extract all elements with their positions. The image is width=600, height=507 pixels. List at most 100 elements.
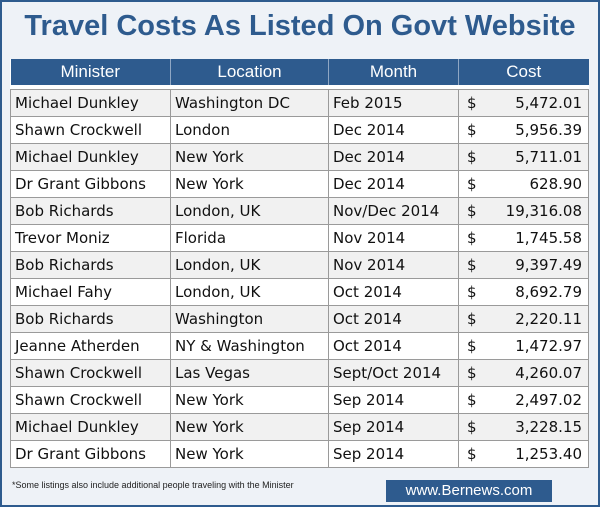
footnote: *Some listings also include additional p… [12,480,294,490]
cell-cost: $5,956.39 [458,116,589,144]
cell-minister: Shawn Crockwell [10,359,171,387]
table-body: Michael Dunkley Washington DC Feb 2015 $5,4… [10,85,589,468]
cell-minister: Bob Richards [10,251,171,279]
cell-month: Oct 2014 [328,278,459,306]
currency-symbol: $ [467,391,477,409]
cell-minister: Michael Fahy [10,278,171,306]
cell-cost: $8,692.79 [458,278,589,306]
header-gap [10,85,589,90]
currency-symbol: $ [467,445,477,463]
column-header-minister: Minister [10,59,171,85]
cell-location: London, UK [170,197,329,225]
cell-month: Sep 2014 [328,440,459,468]
currency-symbol: $ [467,418,477,436]
cell-month: Sept/Oct 2014 [328,359,459,387]
cell-minister: Shawn Crockwell [10,116,171,144]
header-gap-cell [10,85,589,90]
cost-amount: 9,397.49 [515,256,582,274]
cell-location: Washington [170,305,329,333]
table-row: Shawn Crockwell London Dec 2014 $5,956.39 [10,116,589,144]
currency-symbol: $ [467,283,477,301]
cell-location: Florida [170,224,329,252]
cell-minister: Michael Dunkley [10,413,171,441]
cost-amount: 2,497.02 [515,391,582,409]
cost-amount: 1,253.40 [515,445,582,463]
cell-minister: Shawn Crockwell [10,386,171,414]
cell-location: Las Vegas [170,359,329,387]
cell-month: Nov/Dec 2014 [328,197,459,225]
cell-month: Sep 2014 [328,413,459,441]
cell-minister: Bob Richards [10,305,171,333]
travel-costs-table: Minister Location Month Cost Michael Dun… [10,59,589,468]
cost-amount: 4,260.07 [515,364,582,382]
cost-amount: 5,711.01 [515,148,582,166]
cell-location: New York [170,413,329,441]
cell-month: Sep 2014 [328,386,459,414]
cell-minister: Michael Dunkley [10,89,171,117]
cell-cost: $9,397.49 [458,251,589,279]
currency-symbol: $ [467,148,477,166]
cell-location: New York [170,386,329,414]
currency-symbol: $ [467,121,477,139]
cell-minister: Trevor Moniz [10,224,171,252]
cell-cost: $3,228.15 [458,413,589,441]
table-row: Michael Dunkley New York Dec 2014 $5,711.01 [10,143,589,171]
cell-cost: $2,220.11 [458,305,589,333]
cost-amount: 2,220.11 [515,310,582,328]
cell-minister: Bob Richards [10,197,171,225]
cost-amount: 8,692.79 [515,283,582,301]
page-title: Travel Costs As Listed On Govt Website [24,10,576,42]
cost-amount: 1,472.97 [515,337,582,355]
cell-cost: $19,316.08 [458,197,589,225]
table-row: Michael Dunkley New York Sep 2014 $3,228.15 [10,413,589,441]
cell-month: Dec 2014 [328,143,459,171]
cell-month: Oct 2014 [328,305,459,333]
currency-symbol: $ [467,310,477,328]
cell-month: Feb 2015 [328,89,459,117]
table-row: Dr Grant Gibbons New York Sep 2014 $1,253.4… [10,440,589,468]
table-row: Michael Fahy London, UK Oct 2014 $8,692.79 [10,278,589,306]
cell-location: London, UK [170,278,329,306]
cell-location: New York [170,143,329,171]
table-row: Shawn Crockwell Las Vegas Sept/Oct 2014 $4,… [10,359,589,387]
currency-symbol: $ [467,229,477,247]
cost-amount: 628.90 [529,175,583,193]
cell-cost: $4,260.07 [458,359,589,387]
site-label: www.Bernews.com [386,480,552,502]
cell-location: London [170,116,329,144]
cell-month: Oct 2014 [328,332,459,360]
cell-cost: $1,253.40 [458,440,589,468]
cell-location: Washington DC [170,89,329,117]
column-header-location: Location [170,59,329,85]
cell-minister: Jeanne Atherden [10,332,171,360]
table-row: Bob Richards Washington Oct 2014 $2,220.11 [10,305,589,333]
cost-amount: 3,228.15 [515,418,582,436]
cell-minister: Dr Grant Gibbons [10,440,171,468]
currency-symbol: $ [467,337,477,355]
cost-amount: 1,745.58 [515,229,582,247]
cell-cost: $5,472.01 [458,89,589,117]
table-row: Trevor Moniz Florida Nov 2014 $1,745.58 [10,224,589,252]
cell-month: Dec 2014 [328,170,459,198]
cell-location: New York [170,440,329,468]
table-header: Minister Location Month Cost [10,59,589,85]
table-row: Bob Richards London, UK Nov/Dec 2014 $19,31… [10,197,589,225]
column-header-cost: Cost [458,59,589,85]
column-header-month: Month [328,59,459,85]
cost-amount: 5,472.01 [515,94,582,112]
currency-symbol: $ [467,364,477,382]
currency-symbol: $ [467,94,477,112]
cell-month: Dec 2014 [328,116,459,144]
cell-cost: $1,472.97 [458,332,589,360]
cell-location: London, UK [170,251,329,279]
cell-location: NY & Washington [170,332,329,360]
cell-location: New York [170,170,329,198]
table-row: Bob Richards London, UK Nov 2014 $9,397.49 [10,251,589,279]
table-row: Dr Grant Gibbons New York Dec 2014 $628.90 [10,170,589,198]
cell-minister: Dr Grant Gibbons [10,170,171,198]
cell-cost: $628.90 [458,170,589,198]
currency-symbol: $ [467,202,477,220]
cell-minister: Michael Dunkley [10,143,171,171]
cell-month: Nov 2014 [328,251,459,279]
cell-cost: $1,745.58 [458,224,589,252]
